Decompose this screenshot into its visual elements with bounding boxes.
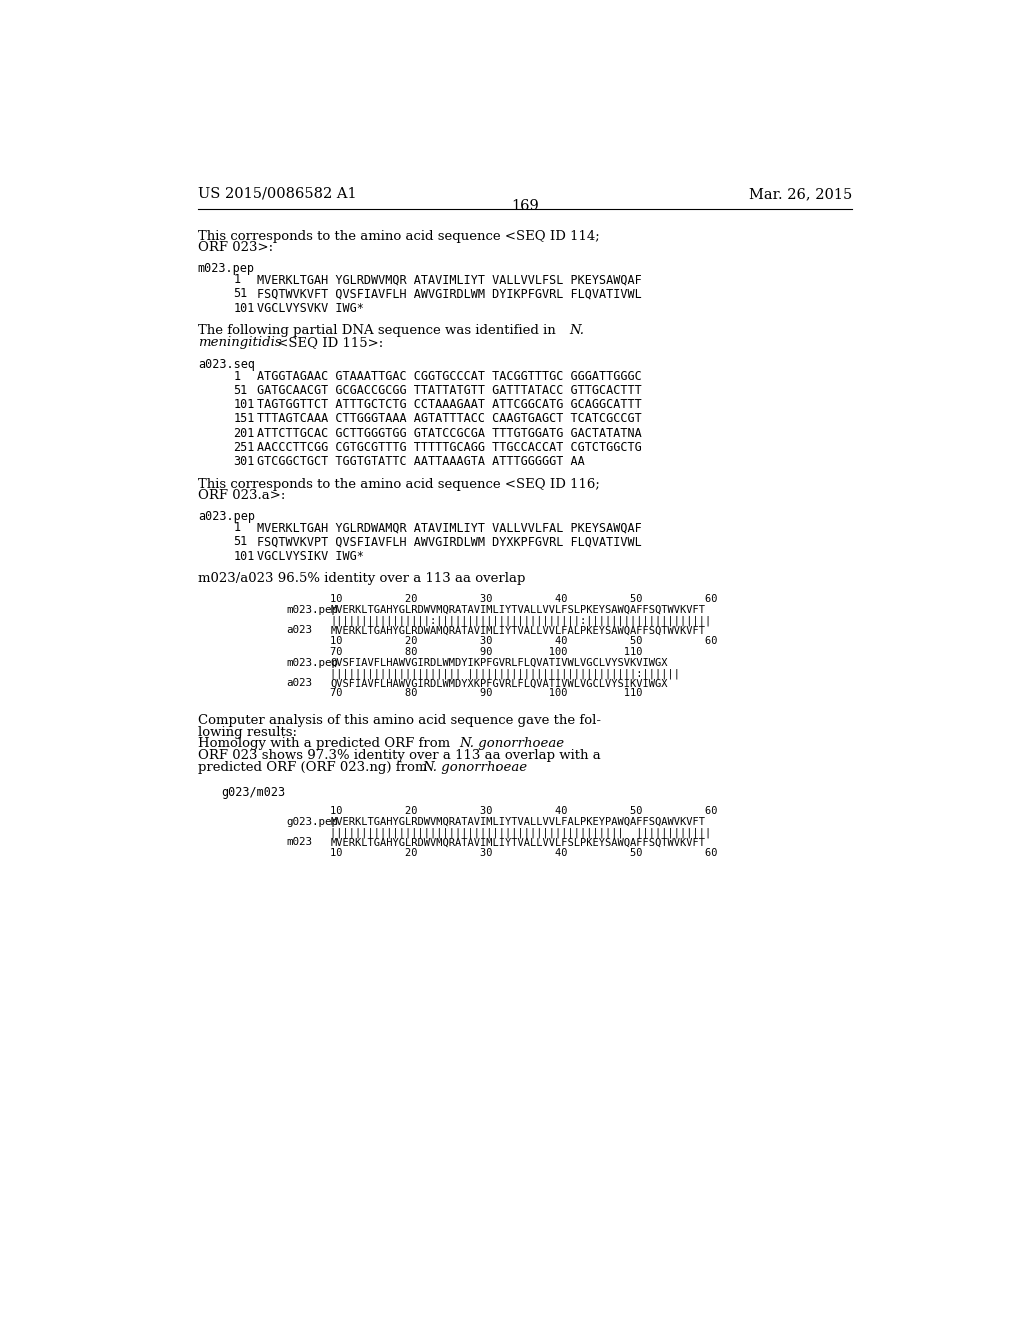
Text: MVERKLTGAHYGLRDWAMQRATAVIMLIYTVALLVVLFALPKEYSAWQAFFSQTWVKVFT: MVERKLTGAHYGLRDWAMQRATAVIMLIYTVALLVVLFAL… (331, 626, 706, 635)
Text: <SEQ ID 115>:: <SEQ ID 115>: (273, 335, 383, 348)
Text: MVERKLTGAHYGLRDWVMQRATAVIMLIYTVALLVVLFALPKEYPAWQAFFSQAWVKVFT: MVERKLTGAHYGLRDWVMQRATAVIMLIYTVALLVVLFAL… (331, 817, 706, 828)
Text: VGCLVYSVKV IWG*: VGCLVYSVKV IWG* (257, 302, 364, 314)
Text: 10          20          30          40          50          60: 10 20 30 40 50 60 (331, 636, 718, 645)
Text: QVSFIAVFLHAWVGIRDLWMDYXKPFGVRLFLQVATIVWLVGCLVYSIKVIWGX: QVSFIAVFLHAWVGIRDLWMDYXKPFGVRLFLQVATIVWL… (331, 678, 668, 688)
Text: ||||||||||||||||||||| |||||||||||||||||||||||||||:||||||: ||||||||||||||||||||| ||||||||||||||||||… (331, 668, 680, 678)
Text: 10          20          30          40          50          60: 10 20 30 40 50 60 (331, 807, 718, 816)
Text: a023: a023 (287, 678, 312, 688)
Text: N. gonorrhoeae: N. gonorrhoeae (423, 760, 527, 774)
Text: a023.seq: a023.seq (198, 358, 255, 371)
Text: Homology with a predicted ORF from: Homology with a predicted ORF from (198, 738, 455, 750)
Text: m023: m023 (287, 837, 312, 847)
Text: N.: N. (569, 325, 585, 337)
Text: :: : (495, 760, 499, 774)
Text: MVERKLTGAH YGLRDWAMQR ATAVIMLIYT VALLVVLFAL PKEYSAWQAF: MVERKLTGAH YGLRDWAMQR ATAVIMLIYT VALLVVL… (257, 521, 641, 535)
Text: 51: 51 (233, 536, 248, 549)
Text: m023.pep: m023.pep (198, 261, 255, 275)
Text: Mar. 26, 2015: Mar. 26, 2015 (749, 187, 852, 201)
Text: MVERKLTGAH YGLRDWVMQR ATAVIMLIYT VALLVVLFSL PKEYSAWQAF: MVERKLTGAH YGLRDWVMQR ATAVIMLIYT VALLVVL… (257, 273, 641, 286)
Text: a023: a023 (287, 626, 312, 635)
Text: TAGTGGTTCT ATTTGCTCTG CCTAAAGAAT ATTCGGCATG GCAGGCATTT: TAGTGGTTCT ATTTGCTCTG CCTAAAGAAT ATTCGGC… (257, 399, 641, 412)
Text: 10          20          30          40          50          60: 10 20 30 40 50 60 (331, 594, 718, 605)
Text: GTCGGCTGCT TGGTGTATTC AATTAAAGTA ATTTGGGGGT AA: GTCGGCTGCT TGGTGTATTC AATTAAAGTA ATTTGGG… (257, 455, 585, 469)
Text: AACCCTTCGG CGTGCGTTTG TTTTTGCAGG TTGCCACCAT CGTCTGGCTG: AACCCTTCGG CGTGCGTTTG TTTTTGCAGG TTGCCAC… (257, 441, 641, 454)
Text: TTTAGTCAAA CTTGGGTAAA AGTATTTACC CAAGTGAGCT TCATCGCCGT: TTTAGTCAAA CTTGGGTAAA AGTATTTACC CAAGTGA… (257, 412, 641, 425)
Text: 251: 251 (233, 441, 255, 454)
Text: 101: 101 (233, 399, 255, 412)
Text: FSQTWVKVFT QVSFIAVFLH AWVGIRDLWM DYIKPFGVRL FLQVATIVWL: FSQTWVKVFT QVSFIAVFLH AWVGIRDLWM DYIKPFG… (257, 288, 641, 301)
Text: 70          80          90         100         110: 70 80 90 100 110 (331, 689, 643, 698)
Text: MVERKLTGAHYGLRDWVMQRATAVIMLIYTVALLVVLFSLPKEYSAWQAFFSQTWVKVFT: MVERKLTGAHYGLRDWVMQRATAVIMLIYTVALLVVLFSL… (331, 605, 706, 615)
Text: 101: 101 (233, 549, 255, 562)
Text: This corresponds to the amino acid sequence <SEQ ID 116;: This corresponds to the amino acid seque… (198, 478, 600, 491)
Text: 1: 1 (233, 273, 241, 286)
Text: 151: 151 (233, 412, 255, 425)
Text: 169: 169 (511, 199, 539, 213)
Text: 70          80          90         100         110: 70 80 90 100 110 (331, 647, 643, 657)
Text: ATTCTTGCAC GCTTGGGTGG GTATCCGCGA TTTGTGGATG GACTATATNA: ATTCTTGCAC GCTTGGGTGG GTATCCGCGA TTTGTGG… (257, 426, 641, 440)
Text: 201: 201 (233, 426, 255, 440)
Text: US 2015/0086582 A1: US 2015/0086582 A1 (198, 187, 356, 201)
Text: QVSFIAVFLHAWVGIRDLWMDYIKPFGVRLFLQVATIVWLVGCLVYSVKVIWGX: QVSFIAVFLHAWVGIRDLWMDYIKPFGVRLFLQVATIVWL… (331, 657, 668, 668)
Text: g023/m023: g023/m023 (221, 785, 286, 799)
Text: The following partial DNA sequence was identified in: The following partial DNA sequence was i… (198, 325, 560, 337)
Text: 10          20          30          40          50          60: 10 20 30 40 50 60 (331, 847, 718, 858)
Text: ||||||||||||||||:|||||||||||||||||||||||:||||||||||||||||||||: ||||||||||||||||:|||||||||||||||||||||||… (331, 615, 712, 626)
Text: m023.pep: m023.pep (287, 605, 339, 615)
Text: Computer analysis of this amino acid sequence gave the fol-: Computer analysis of this amino acid seq… (198, 714, 601, 727)
Text: m023/a023 96.5% identity over a 113 aa overlap: m023/a023 96.5% identity over a 113 aa o… (198, 572, 525, 585)
Text: ORF 023>:: ORF 023>: (198, 242, 273, 255)
Text: ATGGTAGAAC GTAAATTGAC CGGTGCCCAT TACGGTTTGC GGGATTGGGC: ATGGTAGAAC GTAAATTGAC CGGTGCCCAT TACGGTT… (257, 370, 641, 383)
Text: GATGCAACGT GCGACCGCGG TTATTATGTT GATTTATACC GTTGCACTTT: GATGCAACGT GCGACCGCGG TTATTATGTT GATTTAT… (257, 384, 641, 397)
Text: This corresponds to the amino acid sequence <SEQ ID 114;: This corresponds to the amino acid seque… (198, 230, 600, 243)
Text: VGCLVYSIKV IWG*: VGCLVYSIKV IWG* (257, 549, 364, 562)
Text: 1: 1 (233, 521, 241, 535)
Text: FSQTWVKVPT QVSFIAVFLH AWVGIRDLWM DYXKPFGVRL FLQVATIVWL: FSQTWVKVPT QVSFIAVFLH AWVGIRDLWM DYXKPFG… (257, 536, 641, 549)
Text: lowing results:: lowing results: (198, 726, 297, 739)
Text: ORF 023 shows 97.3% identity over a 113 aa overlap with a: ORF 023 shows 97.3% identity over a 113 … (198, 748, 601, 762)
Text: 1: 1 (233, 370, 241, 383)
Text: a023.pep: a023.pep (198, 510, 255, 523)
Text: 51: 51 (233, 288, 248, 301)
Text: 101: 101 (233, 302, 255, 314)
Text: predicted ORF (ORF 023.ng) from: predicted ORF (ORF 023.ng) from (198, 760, 431, 774)
Text: m023.pep: m023.pep (287, 657, 339, 668)
Text: MVERKLTGAHYGLRDWVMQRATAVIMLIYTVALLVVLFSLPKEYSAWQAFFSQTWVKVFT: MVERKLTGAHYGLRDWVMQRATAVIMLIYTVALLVVLFSL… (331, 837, 706, 847)
Text: 51: 51 (233, 384, 248, 397)
Text: 301: 301 (233, 455, 255, 469)
Text: g023.pep: g023.pep (287, 817, 339, 828)
Text: meningitidis: meningitidis (198, 335, 282, 348)
Text: |||||||||||||||||||||||||||||||||||||||||||||||  ||||||||||||: ||||||||||||||||||||||||||||||||||||||||… (331, 828, 712, 838)
Text: ORF 023.a>:: ORF 023.a>: (198, 490, 286, 502)
Text: N. gonorrhoeae: N. gonorrhoeae (460, 738, 565, 750)
